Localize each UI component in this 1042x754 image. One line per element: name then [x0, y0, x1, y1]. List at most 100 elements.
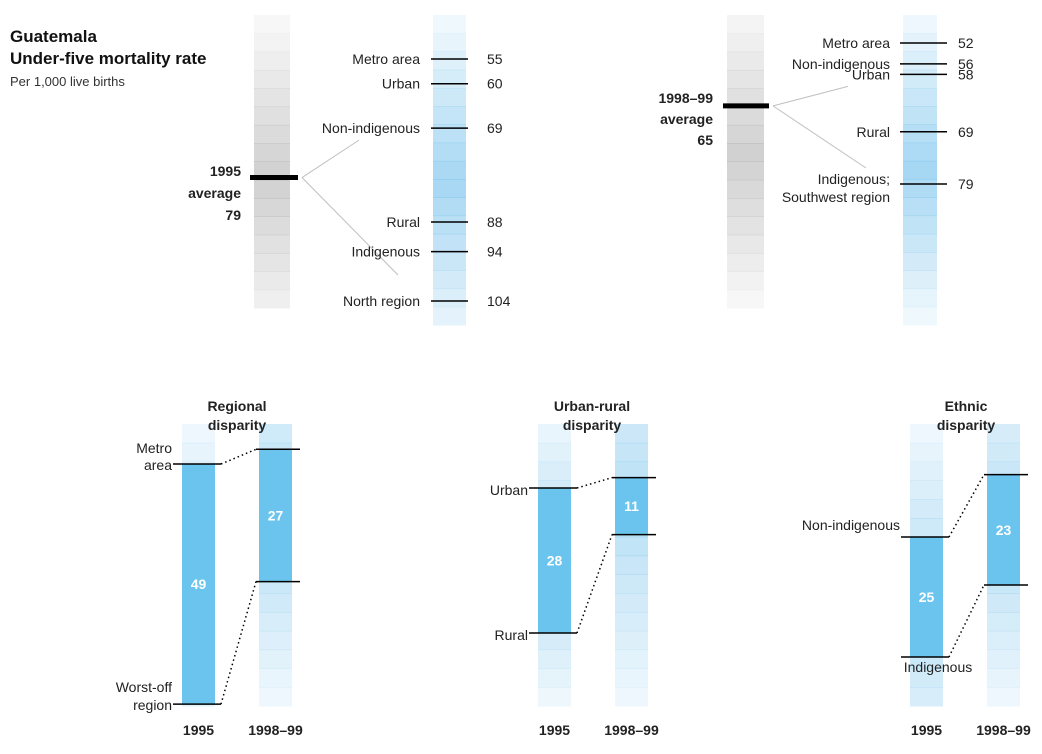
scale-band-segment — [615, 574, 648, 594]
scale-band-segment — [727, 216, 764, 236]
scale-band-segment — [538, 442, 571, 463]
connector-low — [220, 448, 257, 465]
average-label-word-1998-99: average — [660, 111, 713, 127]
scale-band-segment — [254, 124, 290, 144]
scale-band-segment — [254, 33, 290, 53]
scale-band-segment — [910, 499, 943, 519]
scale-band-segment — [433, 160, 466, 180]
scale-band-segment — [903, 15, 937, 34]
gray-average-scale-1998-99 — [727, 15, 764, 309]
scale-band-segment — [987, 593, 1020, 613]
scale-band-segment — [727, 69, 764, 89]
connector-high — [220, 581, 257, 705]
scale-band-segment — [433, 288, 466, 308]
year-label-1995: 1995 — [183, 722, 214, 738]
scale-band-segment — [903, 306, 937, 326]
scale-band-segment — [910, 442, 943, 463]
average-label-word-1995: average — [188, 185, 241, 201]
panel-title-line2: disparity — [563, 417, 622, 433]
high-label: Worst-off — [116, 679, 172, 695]
low-label: Urban — [490, 482, 528, 498]
scale-band-segment — [903, 87, 937, 107]
disparity-value: 28 — [547, 553, 563, 569]
disparity-panel-ethnic: Ethnic disparity 25 23 Non-indigenous Indigen… — [802, 398, 1031, 738]
scale-band-segment — [903, 233, 937, 253]
scale-band-segment — [727, 124, 764, 144]
scale-band-segment — [433, 142, 466, 162]
scale-band-segment — [987, 442, 1020, 463]
scale-band-segment — [538, 668, 571, 688]
disparity-bar — [987, 474, 1020, 585]
chart-subtitle: Per 1,000 live births — [10, 74, 125, 89]
scale-band-segment — [727, 271, 764, 291]
year-label-1995: 1995 — [539, 722, 570, 738]
group-label: Urban — [382, 76, 420, 92]
scale-band-segment — [433, 233, 466, 253]
scale-band-segment — [987, 668, 1020, 688]
chart-title-line1: Guatemala — [10, 27, 97, 46]
scale-band-segment — [254, 216, 290, 236]
scale-band-segment — [254, 88, 290, 108]
scale-band-segment — [903, 252, 937, 271]
scale-band-segment — [615, 442, 648, 463]
chart-header: Guatemala Under-five mortality rate Per … — [10, 26, 207, 91]
scale-band-segment — [259, 649, 292, 669]
scale-band-segment — [910, 480, 943, 500]
scale-band-segment — [254, 15, 290, 34]
scale-band-segment — [727, 161, 764, 181]
scale-band-segment — [615, 649, 648, 669]
year-label-1995: 1995 — [911, 722, 942, 738]
group-label: Indigenous — [351, 244, 420, 260]
scale-band-segment — [259, 612, 292, 632]
scale-band-segment — [727, 179, 764, 199]
scale-band-segment — [903, 51, 937, 71]
low-label-line2: area — [144, 457, 172, 473]
high-label: Indigenous — [904, 659, 973, 675]
scale-band-segment — [727, 289, 764, 309]
scale-band-segment — [910, 668, 943, 688]
scale-band-segment — [259, 593, 292, 613]
gray-average-scale-1995 — [254, 15, 290, 309]
scale-band-segment — [615, 630, 648, 651]
scale-band-segment — [182, 424, 215, 444]
leader-lower-1998-99 — [772, 105, 867, 169]
disparity-value: 27 — [268, 507, 284, 523]
scale-band-segment — [254, 179, 290, 199]
scale-band-segment — [433, 306, 466, 326]
group-value: 56 — [958, 56, 974, 72]
scale-band-segment — [903, 106, 937, 125]
scale-band-segment — [615, 461, 648, 481]
scale-band-segment — [727, 234, 764, 254]
group-label: Metro area — [822, 35, 890, 51]
average-value-1998-99: 65 — [697, 132, 713, 148]
scale-band-segment — [987, 687, 1020, 707]
blue-group-scale-1998-99 — [903, 15, 937, 326]
leader-lower-1995 — [301, 177, 399, 276]
scale-band-segment — [254, 271, 290, 291]
panel-title-line1: Ethnic — [945, 398, 988, 414]
group-value: 79 — [958, 176, 974, 192]
scale-band-segment — [615, 593, 648, 613]
disparity-value: 49 — [191, 576, 207, 592]
scale-band-segment — [727, 253, 764, 272]
scale-band-segment — [727, 33, 764, 53]
group-label: Urban — [852, 66, 890, 82]
scale-band-segment — [903, 215, 937, 235]
scale-band-segment — [615, 612, 648, 632]
group-label: Non-indigenous — [792, 56, 890, 72]
group-label: Metro area — [352, 51, 420, 67]
scale-band-segment — [433, 197, 466, 217]
scale-band-segment — [433, 270, 466, 290]
leader-upper-1998-99 — [772, 85, 849, 107]
average-label-year-1995: 1995 — [210, 163, 241, 179]
chart-title-line2: Under-five mortality rate — [10, 49, 207, 68]
panel-title-line1: Regional — [207, 398, 266, 414]
scale-band-segment — [615, 424, 648, 444]
disparity-value: 25 — [919, 589, 935, 605]
scale-band-segment — [910, 518, 943, 538]
scale-band-segment — [727, 198, 764, 217]
scale-band-segment — [254, 234, 290, 254]
scale-band-segment — [433, 106, 466, 125]
